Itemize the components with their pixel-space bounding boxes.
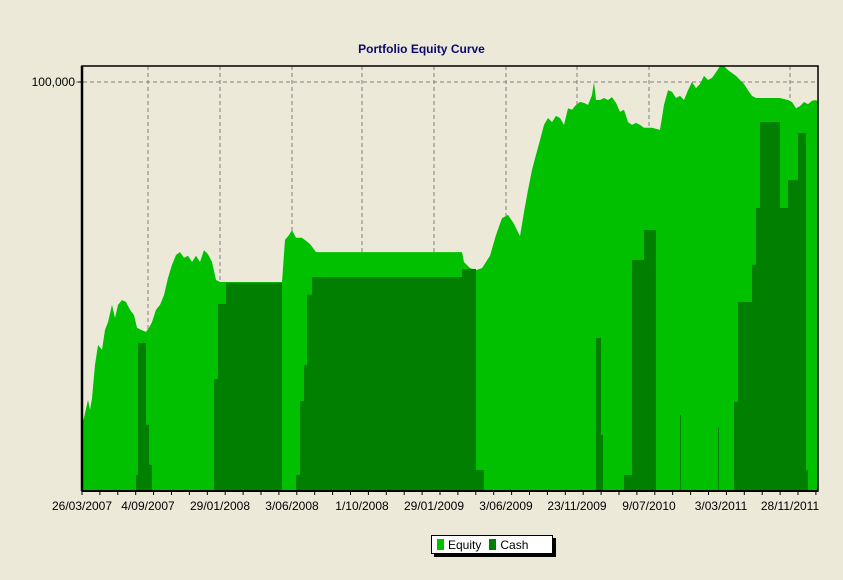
cash-bar xyxy=(624,475,632,491)
x-tick-label: 23/11/2009 xyxy=(547,499,606,513)
cash-bar xyxy=(138,342,146,491)
x-tick-label: 9/07/2010 xyxy=(622,499,676,513)
legend-label-equity: Equity xyxy=(448,537,482,552)
cash-bar xyxy=(734,401,738,491)
cash-bar xyxy=(798,133,806,491)
cash-swatch-icon xyxy=(489,539,497,550)
x-tick-label: 1/10/2008 xyxy=(335,499,389,513)
x-tick-label: 3/06/2008 xyxy=(265,499,319,513)
x-tick-label: 3/06/2009 xyxy=(479,499,533,513)
cash-bar xyxy=(788,180,798,491)
cash-bar xyxy=(806,470,808,491)
x-tick-label: 29/01/2008 xyxy=(190,499,250,513)
cash-bar xyxy=(718,427,719,491)
cash-bar xyxy=(476,470,484,491)
chart-title: Portfolio Equity Curve xyxy=(358,42,485,56)
cash-bar xyxy=(680,414,681,491)
legend-label-cash: Cash xyxy=(500,537,529,552)
cash-bar xyxy=(214,378,218,491)
cash-bar xyxy=(752,264,756,491)
cash-bar xyxy=(146,424,149,491)
y-axis-labels: 100,000 xyxy=(32,75,76,89)
x-axis-labels: 26/03/2007 4/09/2007 29/01/2008 3/06/2008 1/… xyxy=(52,499,819,513)
legend: Equity Cash xyxy=(431,535,553,554)
cash-bar xyxy=(218,304,226,491)
cash-bar xyxy=(466,268,476,491)
x-tick-label: 3/03/2011 xyxy=(695,499,748,513)
cash-bar xyxy=(149,464,152,491)
cash-bar xyxy=(632,259,644,491)
cash-bar xyxy=(601,434,603,491)
equity-swatch-icon xyxy=(437,539,444,550)
legend-item-cash: Cash xyxy=(489,538,528,552)
cash-bar xyxy=(300,401,304,491)
cash-bar xyxy=(296,475,300,491)
cash-bar xyxy=(780,207,788,492)
cash-bar xyxy=(756,207,760,492)
x-tick-label: 26/03/2007 xyxy=(52,499,112,513)
cash-bar xyxy=(312,277,462,491)
cash-bar xyxy=(644,230,656,492)
cash-bar xyxy=(307,294,312,491)
y-tick-label: 100,000 xyxy=(32,75,76,89)
cash-bar xyxy=(596,338,601,491)
cash-bar xyxy=(136,475,138,491)
cash-bar xyxy=(760,122,780,491)
cash-series xyxy=(136,122,808,492)
axis-ticks xyxy=(78,81,817,495)
x-tick-label: 28/11/2011 xyxy=(761,499,820,513)
cash-bar xyxy=(462,268,466,491)
legend-item-equity: Equity xyxy=(437,538,481,552)
cash-bar xyxy=(738,302,752,491)
cash-bar xyxy=(304,365,307,491)
cash-bar xyxy=(226,282,282,491)
x-tick-label: 4/09/2007 xyxy=(121,499,175,513)
x-tick-label: 29/01/2009 xyxy=(404,499,464,513)
